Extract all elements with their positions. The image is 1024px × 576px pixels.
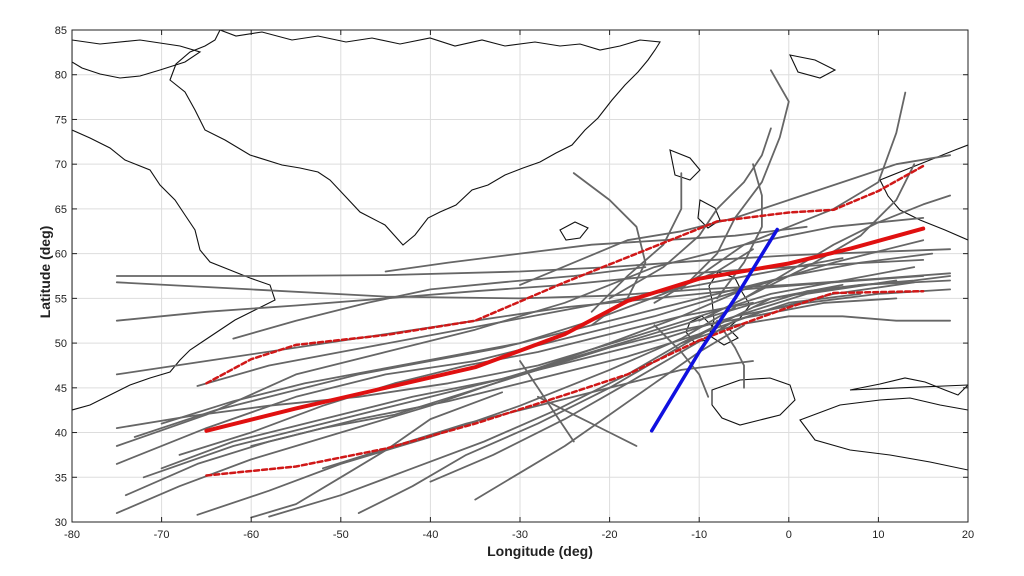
- y-tick-label: 60: [55, 249, 67, 261]
- storm-track: [384, 225, 808, 273]
- y-tick-label: 80: [55, 70, 67, 82]
- plot-area: [71, 29, 969, 523]
- y-tick-label: 50: [55, 338, 67, 350]
- upper-bound-line: [205, 164, 925, 385]
- storm-track: [653, 324, 710, 398]
- storm-track: [115, 217, 925, 447]
- storm-track: [429, 293, 862, 483]
- coastline: [708, 271, 751, 346]
- storm-track: [537, 395, 638, 447]
- y-tick-label: 70: [55, 159, 67, 171]
- coastline: [559, 221, 589, 241]
- storm-track: [196, 257, 844, 387]
- storm-track: [178, 301, 754, 456]
- y-tick-label: 75: [55, 114, 67, 126]
- x-tick-label: 20: [962, 529, 974, 541]
- storm-track: [680, 315, 951, 344]
- storm-track: [680, 69, 790, 291]
- series-lines: [204, 164, 926, 477]
- y-tick-label: 45: [55, 383, 67, 395]
- x-tick-label: 10: [872, 529, 884, 541]
- x-tick-label: -80: [64, 529, 80, 541]
- storm-track: [519, 154, 951, 286]
- y-tick-label: 85: [55, 25, 67, 37]
- storm-track: [250, 297, 898, 447]
- coastline: [169, 30, 661, 246]
- x-tick-label: 0: [786, 529, 792, 541]
- x-axis-label: Longitude (deg): [487, 543, 593, 559]
- y-axis-label: Latitude (deg): [37, 226, 53, 319]
- y-tick-label: 30: [55, 517, 67, 529]
- storm-track: [608, 127, 772, 300]
- y-tick-label: 65: [55, 204, 67, 216]
- reference-line: [649, 227, 779, 433]
- storm-track: [115, 248, 951, 277]
- coastline: [669, 149, 701, 181]
- storm-track: [653, 91, 907, 304]
- coastline: [799, 397, 968, 471]
- storm-track: [250, 391, 503, 519]
- x-tick-label: -70: [154, 529, 170, 541]
- storm-track: [133, 252, 934, 438]
- axes: -80 -70 -60 -50 -40 -30 -20 -10 0 10 20 30 35 40 45 50 5…: [55, 25, 974, 541]
- coastline: [849, 377, 968, 396]
- coastline: [72, 39, 202, 79]
- storm-track: [716, 319, 745, 389]
- x-tick-label: -10: [691, 529, 707, 541]
- mean-track-line: [204, 226, 926, 433]
- lower-bound-line: [205, 289, 925, 477]
- y-tick-label: 40: [55, 428, 67, 440]
- coastline: [789, 54, 837, 79]
- coastline: [72, 129, 276, 411]
- storm-track: [115, 259, 925, 322]
- y-tick-label: 55: [55, 293, 67, 305]
- y-tick-label: 35: [55, 472, 67, 484]
- coastline: [879, 144, 968, 241]
- storm-track: [752, 275, 951, 309]
- x-tick-label: -60: [243, 529, 259, 541]
- storm-track: [115, 288, 745, 514]
- storm-track: [115, 275, 925, 376]
- x-tick-label: -40: [422, 529, 438, 541]
- storm-track: [743, 194, 951, 300]
- storm-track: [232, 266, 647, 340]
- storm-track: [160, 288, 951, 470]
- coastline: [711, 377, 796, 426]
- storm-track: [115, 266, 916, 429]
- x-tick-label: -30: [512, 529, 528, 541]
- storm-track: [590, 172, 683, 313]
- x-tick-label: -50: [333, 529, 349, 541]
- x-tick-label: -20: [602, 529, 618, 541]
